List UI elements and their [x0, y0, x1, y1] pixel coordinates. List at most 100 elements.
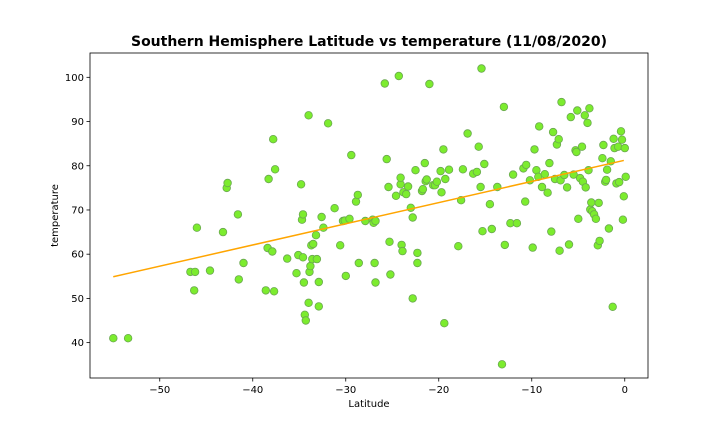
data-point [499, 102, 509, 112]
y-axis: 40 50 60 70 80 90 100 [65, 73, 90, 349]
data-point [309, 239, 318, 249]
y-tick-label: 40 [71, 338, 84, 349]
data-point [345, 214, 354, 223]
data-point [594, 198, 603, 208]
data-point [402, 189, 411, 199]
chart-title: Southern Hemisphere Latitude vs temperat… [131, 34, 607, 50]
data-point [268, 247, 277, 256]
data-point [223, 178, 232, 188]
data-point [394, 71, 403, 81]
data-point [609, 134, 618, 143]
data-point [573, 106, 582, 115]
x-axis-label: Latitude [348, 399, 389, 410]
data-point [458, 165, 468, 174]
data-point [474, 142, 483, 151]
data-point [384, 182, 393, 192]
data-point [599, 140, 608, 150]
data-point [595, 236, 604, 246]
data-point [583, 118, 592, 128]
data-point [547, 227, 556, 236]
data-point [585, 104, 594, 113]
data-point [314, 302, 323, 311]
data-point [411, 165, 420, 175]
data-point [617, 135, 627, 144]
x-tick-label: −20 [428, 385, 449, 396]
data-point [330, 203, 339, 213]
data-point [270, 165, 280, 174]
data-point [521, 197, 530, 206]
data-point [432, 177, 442, 186]
y-axis-label: temperature [50, 184, 61, 247]
data-point [370, 258, 379, 268]
data-point [566, 112, 575, 122]
data-point [347, 150, 356, 160]
data-point [619, 192, 628, 201]
data-point [304, 111, 313, 120]
data-point [615, 177, 624, 187]
data-point [591, 214, 601, 223]
data-point [478, 226, 487, 236]
data-point [574, 214, 583, 223]
x-tick-label: 0 [622, 385, 628, 396]
data-point [543, 188, 552, 197]
data-point [317, 212, 326, 222]
data-point [418, 184, 428, 194]
data-point [261, 286, 270, 295]
data-point [380, 79, 389, 88]
data-point [535, 122, 544, 131]
data-point [314, 277, 323, 287]
data-point [485, 199, 495, 209]
data-point [554, 134, 563, 144]
data-point [192, 223, 202, 232]
data-point [500, 240, 509, 250]
data-point [618, 215, 628, 224]
data-point [487, 224, 496, 234]
data-point [480, 159, 489, 169]
data-point [439, 145, 448, 154]
data-point [441, 174, 450, 184]
x-tick-label: −10 [521, 385, 542, 396]
data-point [528, 243, 537, 252]
data-point [581, 183, 590, 192]
data-point [620, 143, 629, 153]
data-point [109, 334, 118, 343]
data-point [269, 287, 279, 296]
data-point [311, 230, 321, 240]
data-point [386, 270, 395, 279]
data-point [463, 129, 472, 138]
data-point [602, 165, 612, 174]
x-tick-label: −50 [149, 385, 170, 396]
data-point [413, 258, 422, 268]
data-point [299, 278, 309, 287]
data-point [301, 316, 310, 325]
data-point [621, 172, 630, 181]
data-point [497, 360, 507, 369]
data-point [385, 237, 394, 246]
x-tick-label: −40 [242, 385, 263, 396]
y-tick-label: 80 [71, 161, 84, 172]
data-point [437, 188, 446, 197]
data-point [555, 246, 564, 255]
data-point [189, 286, 199, 295]
data-point [408, 213, 417, 222]
data-point [420, 158, 429, 168]
data-point [601, 175, 611, 185]
data-point [608, 302, 617, 311]
data-point [580, 111, 589, 120]
y-tick-label: 100 [65, 73, 84, 84]
data-point [283, 254, 292, 263]
data-point [436, 166, 445, 176]
data-point [422, 175, 431, 184]
data-point [512, 218, 522, 228]
data-point [454, 241, 463, 251]
data-point [564, 240, 574, 249]
data-point [298, 253, 308, 262]
regression-line [113, 159, 624, 278]
data-point [508, 170, 518, 179]
data-point [396, 173, 405, 182]
data-point [298, 210, 308, 219]
data-point [537, 182, 547, 192]
data-point [391, 191, 401, 200]
data-point [425, 79, 434, 89]
